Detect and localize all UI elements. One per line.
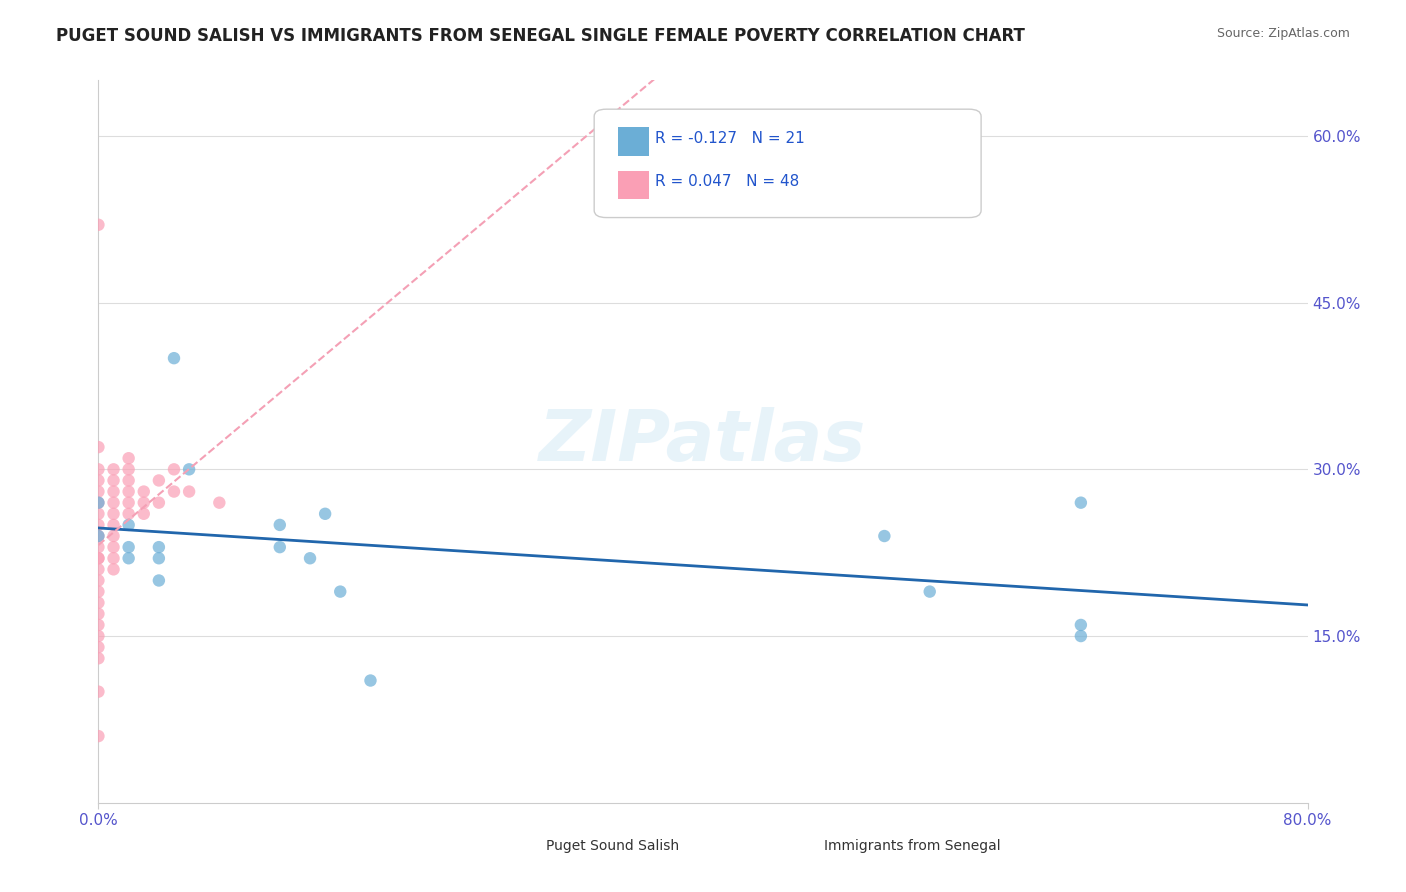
- Point: [87, 607, 110, 621]
- Point: [103, 484, 125, 499]
- Point: [87, 618, 110, 632]
- Point: [208, 496, 231, 510]
- Point: [103, 517, 125, 532]
- Point: [87, 684, 110, 698]
- Point: [118, 496, 141, 510]
- Point: [87, 517, 110, 532]
- Point: [87, 551, 110, 566]
- Point: [148, 540, 170, 554]
- Point: [1070, 496, 1092, 510]
- Point: [148, 551, 170, 566]
- Point: [132, 496, 155, 510]
- Point: [269, 540, 291, 554]
- Point: [87, 551, 110, 566]
- Text: R = 0.047   N = 48: R = 0.047 N = 48: [655, 174, 799, 189]
- Point: [118, 474, 141, 488]
- Point: [1070, 618, 1092, 632]
- Point: [179, 484, 201, 499]
- Text: Immigrants from Senegal: Immigrants from Senegal: [824, 839, 1001, 853]
- Point: [87, 496, 110, 510]
- Point: [118, 484, 141, 499]
- Point: [87, 729, 110, 743]
- Point: [118, 551, 141, 566]
- Point: [132, 484, 155, 499]
- Point: [918, 584, 941, 599]
- Point: [87, 474, 110, 488]
- Point: [87, 496, 110, 510]
- Point: [103, 507, 125, 521]
- Point: [87, 484, 110, 499]
- Text: PUGET SOUND SALISH VS IMMIGRANTS FROM SENEGAL SINGLE FEMALE POVERTY CORRELATION : PUGET SOUND SALISH VS IMMIGRANTS FROM SE…: [56, 27, 1025, 45]
- Point: [1070, 629, 1092, 643]
- Text: Puget Sound Salish: Puget Sound Salish: [546, 839, 679, 853]
- Point: [118, 517, 141, 532]
- Point: [103, 462, 125, 476]
- Bar: [619, 170, 648, 200]
- Point: [103, 474, 125, 488]
- Point: [299, 551, 322, 566]
- Point: [360, 673, 382, 688]
- Point: [118, 462, 141, 476]
- Point: [163, 462, 186, 476]
- Point: [118, 540, 141, 554]
- Text: R = -0.127   N = 21: R = -0.127 N = 21: [655, 130, 804, 145]
- Point: [87, 462, 110, 476]
- Point: [87, 562, 110, 576]
- Point: [163, 484, 186, 499]
- Point: [103, 496, 125, 510]
- Point: [873, 529, 896, 543]
- FancyBboxPatch shape: [595, 109, 981, 218]
- Point: [87, 507, 110, 521]
- Point: [179, 462, 201, 476]
- Point: [132, 507, 155, 521]
- Point: [314, 507, 336, 521]
- Point: [87, 574, 110, 588]
- Text: Source: ZipAtlas.com: Source: ZipAtlas.com: [1216, 27, 1350, 40]
- Point: [103, 562, 125, 576]
- Point: [87, 440, 110, 454]
- Point: [87, 629, 110, 643]
- Bar: [485, 835, 534, 857]
- Point: [118, 507, 141, 521]
- Point: [269, 517, 291, 532]
- Point: [87, 584, 110, 599]
- Point: [163, 351, 186, 366]
- Text: ZIPatlas: ZIPatlas: [540, 407, 866, 476]
- Bar: [619, 128, 648, 156]
- Point: [329, 584, 352, 599]
- Point: [87, 540, 110, 554]
- Point: [87, 529, 110, 543]
- Point: [87, 529, 110, 543]
- Point: [118, 451, 141, 466]
- Point: [87, 640, 110, 655]
- Point: [87, 218, 110, 232]
- Point: [103, 540, 125, 554]
- Point: [148, 496, 170, 510]
- Point: [103, 551, 125, 566]
- Point: [148, 574, 170, 588]
- Point: [148, 474, 170, 488]
- Bar: [763, 835, 811, 857]
- Point: [87, 596, 110, 610]
- Point: [103, 529, 125, 543]
- Point: [87, 651, 110, 665]
